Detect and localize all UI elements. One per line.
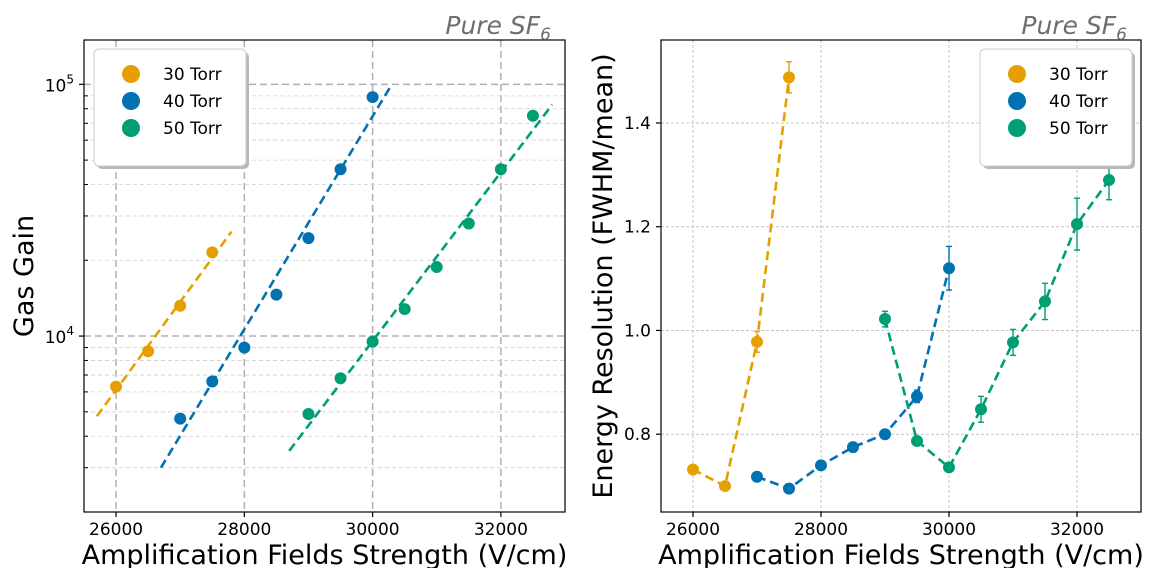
legend-marker: [1008, 65, 1026, 83]
y-tick-label-exponent: 4: [66, 324, 74, 338]
series-50-torr: [879, 159, 1115, 474]
series-50-torr: [288, 103, 554, 452]
x-tick-label: 26000: [89, 520, 143, 540]
energy-resolution-chart: 26000 28000 30000 32000 0.8 1.0 1.2 1.4 Amplific…: [588, 11, 1144, 568]
legend-marker: [122, 92, 140, 110]
series-30-torr: [95, 230, 233, 418]
data-point: [366, 91, 379, 104]
y-tick-label-base: 10: [45, 76, 67, 96]
data-point: [366, 335, 379, 348]
data-point: [302, 408, 315, 421]
x-tick-label: 30000: [346, 520, 400, 540]
x-tick-label: 32000: [1050, 520, 1104, 540]
data-point: [783, 482, 795, 495]
data-point: [1007, 336, 1019, 349]
y-tick-label: 1.4: [624, 114, 651, 134]
y-tick-label: 105: [45, 72, 74, 96]
corner-label-subscript: 6: [540, 25, 551, 45]
data-point: [911, 434, 923, 447]
fit-line: [159, 83, 393, 469]
x-axis-label: Amplification Fields Strength (V/cm): [658, 540, 1144, 568]
series-line: [756, 267, 951, 491]
corner-label: Pure SF6: [1021, 11, 1127, 45]
series-40-torr: [159, 83, 393, 469]
legend: 30 Torr 40 Torr 50 Torr: [93, 48, 249, 169]
corner-label-main: Pure SF: [1021, 11, 1116, 40]
legend-marker: [122, 119, 140, 137]
data-point: [1103, 174, 1115, 187]
legend-label: 50 Torr: [1049, 119, 1108, 139]
y-tick-label: 104: [45, 324, 74, 348]
data-point: [815, 459, 827, 472]
x-tick-label: 28000: [217, 520, 271, 540]
legend-label: 40 Torr: [1049, 92, 1108, 112]
legend-label: 40 Torr: [163, 92, 222, 112]
data-point: [494, 163, 507, 176]
data-point: [206, 246, 219, 259]
series-line: [692, 77, 791, 488]
y-axis-label: Gas Gain: [9, 215, 40, 337]
data-point: [751, 470, 763, 483]
data-point: [334, 163, 347, 176]
data-point: [206, 375, 219, 388]
data-point: [911, 390, 923, 403]
data-point: [334, 372, 347, 385]
x-tick-label: 32000: [474, 520, 528, 540]
y-tick-label: 0.8: [624, 425, 651, 445]
data-point: [398, 303, 411, 316]
x-tick-label: 26000: [666, 520, 720, 540]
data-point: [783, 71, 795, 84]
data-point: [943, 262, 955, 275]
data-point: [142, 345, 155, 358]
data-point: [687, 463, 699, 476]
fit-line: [95, 230, 233, 418]
data-point: [879, 313, 891, 326]
series-line: [883, 179, 1111, 470]
legend: 30 Torr 40 Torr 50 Torr: [979, 48, 1135, 169]
legend-marker: [122, 65, 140, 83]
data-point: [174, 299, 187, 312]
legend-label: 30 Torr: [1049, 65, 1108, 85]
series-40-torr: [751, 245, 955, 495]
series-30-torr: [687, 61, 795, 493]
y-tick-label-exponent: 5: [66, 72, 74, 86]
y-tick-label: 1.0: [624, 321, 651, 341]
data-point: [975, 403, 987, 416]
corner-label-subscript: 6: [1116, 25, 1127, 45]
corner-label: Pure SF6: [445, 11, 551, 45]
data-point: [719, 480, 731, 493]
y-tick-label: 1.2: [624, 218, 651, 238]
fit-line: [288, 103, 554, 452]
y-tick-label-base: 10: [45, 328, 67, 348]
legend-label: 50 Torr: [163, 119, 222, 139]
y-axis-label: Energy Resolution (FWHM/mean): [588, 53, 619, 498]
x-tick-label: 30000: [922, 520, 976, 540]
data-point: [238, 341, 251, 354]
legend-marker: [1008, 92, 1026, 110]
gas-gain-chart: 26000 28000 30000 32000104105Amplification …: [9, 11, 567, 568]
legend-label: 30 Torr: [163, 65, 222, 85]
data-point: [1071, 218, 1083, 231]
data-point: [1039, 295, 1051, 308]
data-point: [302, 232, 315, 245]
data-point: [174, 412, 187, 425]
data-point: [430, 261, 443, 274]
data-point: [879, 428, 891, 441]
data-point: [110, 380, 123, 393]
data-point: [847, 441, 859, 454]
corner-label-main: Pure SF: [445, 11, 540, 40]
data-point: [751, 335, 763, 348]
legend-marker: [1008, 119, 1026, 137]
data-point: [462, 217, 475, 230]
plot-frame: [83, 39, 566, 513]
data-point: [526, 109, 539, 122]
x-axis-label: Amplification Fields Strength (V/cm): [82, 540, 568, 568]
x-tick-label: 28000: [794, 520, 848, 540]
data-point: [943, 461, 955, 474]
plot-frame: [660, 39, 1142, 513]
data-point: [270, 288, 283, 301]
